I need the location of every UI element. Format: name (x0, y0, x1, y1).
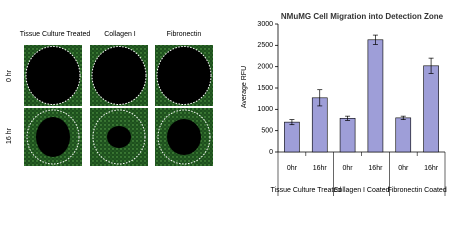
row-label: 16 hr (6, 127, 13, 144)
bar (395, 117, 412, 153)
micrograph (24, 45, 213, 166)
error-bar (400, 115, 406, 120)
group-label: Tissue Culture Treated (271, 187, 342, 194)
chart-title: NMuMG Cell Migration into Detection Zone (281, 12, 444, 21)
y-tick-label: 500 (261, 128, 273, 135)
bar (284, 121, 300, 153)
y-axis-label: Average RFU (241, 66, 248, 108)
figure: Tissue Culture Treated Collagen I Fibron… (6, 12, 447, 196)
y-tick-label: 0 (269, 149, 273, 156)
x-tick-label: 16hr (424, 165, 439, 172)
bar (339, 117, 356, 153)
group-label: Fibronectin Coated (388, 187, 447, 194)
row-label: 0 hr (6, 69, 13, 82)
y-tick-label: 1000 (257, 106, 273, 113)
x-tick-label: 16hr (368, 165, 383, 172)
column-label: Tissue Culture Treated (20, 31, 91, 38)
x-tick-label: 16hr (313, 165, 328, 172)
group-label: Collagen I Coated (333, 187, 389, 194)
error-bar (345, 115, 351, 121)
error-bar (428, 57, 434, 74)
bar (423, 65, 439, 153)
error-bar (317, 89, 323, 107)
x-tick-label: 0hr (287, 165, 298, 172)
image-panel: Tissue Culture Treated Collagen I Fibron… (6, 31, 213, 166)
x-tick-label: 0hr (343, 165, 354, 172)
error-bar (372, 34, 378, 45)
column-label: Fibronectin (167, 31, 202, 38)
bar (367, 39, 384, 153)
column-label: Collagen I (104, 31, 136, 38)
y-tick-label: 1500 (257, 85, 273, 92)
y-tick-label: 2000 (257, 64, 273, 71)
error-bar (289, 119, 295, 126)
y-tick-label: 2500 (257, 42, 273, 49)
x-tick-label: 0hr (398, 165, 409, 172)
y-tick-label: 3000 (257, 21, 273, 28)
